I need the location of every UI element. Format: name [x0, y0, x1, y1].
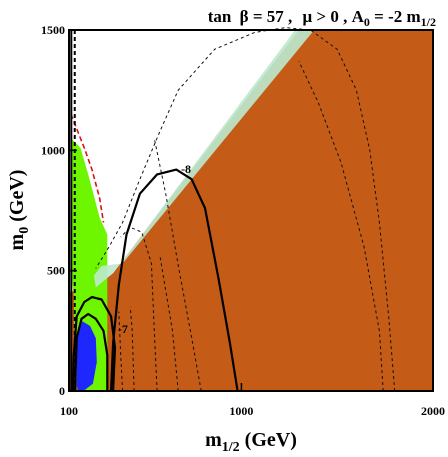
chart-title: tan β = 57 , μ > 0 , A0 = -2 m1/2	[208, 7, 436, 29]
stau-lsp-region	[69, 30, 433, 391]
dashed-contour-2	[153, 138, 202, 392]
dashed-contour-6	[118, 311, 124, 392]
contour-layer: -8 -7	[70, 27, 396, 392]
y-tick-label-0: 0	[59, 384, 65, 398]
region-layer	[69, 30, 433, 391]
tick-layer: 100 1000 2000 0 500 1000 1500	[41, 23, 445, 418]
solid-contour-1	[71, 296, 117, 392]
dashed-contour-5	[129, 306, 135, 392]
y-tick-label-1: 500	[47, 264, 65, 278]
y-tick-label-2: 1000	[41, 143, 65, 157]
y-tick-label-3: 1500	[41, 23, 65, 37]
dashed-contour-1	[298, 61, 384, 392]
solid-contour-2	[74, 312, 109, 392]
x-axis-label: m1/2 (GeV)	[205, 429, 297, 455]
higgs-limit-line	[70, 113, 105, 223]
y-axis-label: m0 (GeV)	[6, 170, 32, 251]
plot-frame	[68, 29, 434, 392]
contour-label-0: -8	[181, 162, 191, 176]
x-tick-label-1: 1000	[229, 404, 253, 418]
bsg-blue-region	[76, 321, 97, 391]
cosmology-band	[93, 30, 315, 288]
contour-label-1: -7	[118, 322, 128, 336]
solid-contour-0	[110, 168, 239, 392]
dashed-contour-3	[159, 256, 179, 392]
x-tick-label-2: 2000	[421, 404, 445, 418]
x-tick-label-0: 100	[60, 404, 78, 418]
